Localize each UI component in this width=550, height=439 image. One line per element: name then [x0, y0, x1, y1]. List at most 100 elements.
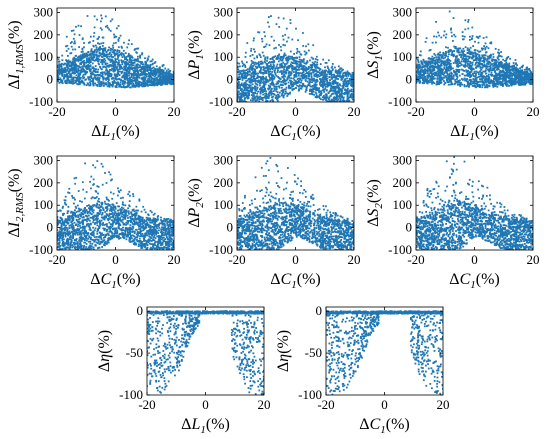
data-point — [303, 75, 305, 78]
data-point — [138, 74, 141, 77]
data-point — [244, 64, 247, 67]
data-point — [460, 78, 463, 80]
data-point — [492, 58, 495, 61]
data-point — [88, 84, 91, 87]
data-point — [336, 95, 339, 98]
data-point — [495, 79, 498, 82]
data-point — [508, 85, 510, 87]
data-point — [77, 24, 80, 27]
data-point — [324, 86, 327, 88]
data-point — [252, 80, 255, 82]
data-point — [142, 63, 145, 66]
data-point — [293, 53, 295, 55]
data-point — [267, 67, 270, 69]
data-point — [104, 25, 107, 28]
data-point — [468, 85, 470, 88]
data-point — [157, 78, 160, 81]
data-point — [428, 81, 431, 83]
data-point — [244, 56, 247, 58]
data-point — [425, 78, 427, 81]
data-point — [253, 75, 256, 77]
data-point — [299, 62, 302, 65]
data-point — [265, 66, 268, 69]
data-point — [417, 67, 420, 69]
data-point — [99, 67, 102, 70]
data-point — [82, 55, 84, 58]
data-point — [71, 72, 74, 74]
data-point — [308, 49, 310, 52]
data-point — [164, 81, 167, 84]
data-point — [284, 92, 286, 95]
data-point — [279, 66, 281, 69]
data-point — [238, 81, 240, 83]
data-point — [241, 90, 243, 93]
data-point — [347, 92, 350, 95]
data-point — [237, 86, 239, 88]
data-point — [502, 67, 505, 70]
data-point — [326, 79, 328, 82]
data-point — [272, 90, 275, 92]
data-point — [246, 88, 248, 91]
data-point — [474, 55, 476, 58]
data-point — [242, 86, 245, 88]
data-point — [437, 59, 439, 62]
data-point — [105, 67, 108, 69]
data-point — [114, 53, 117, 56]
data-point — [291, 62, 294, 64]
data-point — [170, 80, 173, 83]
data-point — [436, 62, 439, 64]
data-point — [431, 64, 434, 67]
data-point — [89, 75, 92, 78]
data-point — [350, 90, 352, 93]
data-point — [261, 78, 264, 81]
data-point — [72, 67, 74, 70]
data-point — [438, 74, 440, 77]
data-point — [73, 71, 75, 74]
data-point — [79, 66, 82, 69]
data-point — [334, 82, 337, 85]
data-point — [269, 92, 271, 95]
data-point — [144, 74, 147, 77]
data-point — [74, 79, 77, 82]
data-point — [441, 54, 444, 57]
data-point — [319, 93, 322, 95]
data-point — [136, 70, 139, 72]
data-point — [244, 97, 247, 99]
data-point — [506, 83, 509, 86]
data-point — [352, 83, 354, 85]
data-point — [100, 81, 103, 83]
data-point — [241, 79, 244, 81]
data-point — [322, 58, 325, 61]
data-point — [498, 61, 500, 64]
data-point — [123, 76, 126, 79]
data-point — [244, 72, 247, 74]
data-point — [245, 75, 248, 78]
data-point — [278, 85, 281, 88]
data-point — [121, 83, 124, 86]
data-point — [153, 79, 155, 82]
data-point — [264, 94, 267, 97]
data-point — [253, 77, 255, 80]
data-point — [346, 98, 349, 101]
data-point — [488, 69, 491, 72]
data-point — [519, 73, 521, 76]
data-point — [93, 74, 96, 76]
data-point — [340, 91, 343, 94]
data-point — [65, 50, 68, 52]
data-point — [299, 61, 302, 63]
data-point — [310, 72, 313, 74]
data-point — [318, 91, 320, 94]
data-point — [134, 71, 137, 73]
data-point — [247, 78, 250, 80]
data-point — [143, 78, 146, 81]
data-point — [456, 76, 459, 79]
data-point — [100, 52, 102, 55]
data-point — [66, 44, 69, 47]
data-point — [73, 33, 76, 36]
data-point — [470, 53, 472, 56]
data-point — [326, 96, 329, 99]
data-point — [284, 33, 287, 36]
data-point — [442, 68, 444, 71]
data-point — [89, 65, 92, 67]
data-point — [431, 73, 433, 76]
